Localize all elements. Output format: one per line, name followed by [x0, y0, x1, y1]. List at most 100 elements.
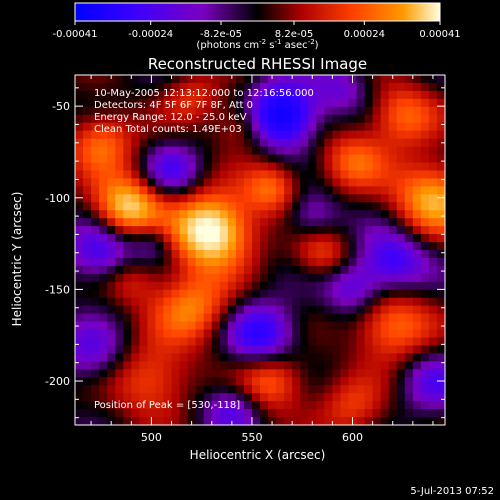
heatmap-cell: [268, 130, 277, 140]
heatmap-cell: [147, 353, 157, 362]
heatmap-cell: [284, 226, 293, 235]
heatmap-cell: [235, 313, 245, 323]
heatmap-cell: [292, 138, 301, 148]
heatmap-cell: [131, 114, 140, 124]
heatmap-cell: [372, 281, 382, 291]
heatmap-cell: [388, 106, 398, 116]
heatmap-cell: [163, 138, 173, 148]
heatmap-cell: [388, 170, 398, 179]
heatmap-cell: [380, 353, 390, 362]
heatmap-cell: [292, 313, 301, 323]
heatmap-cell: [139, 122, 148, 132]
heatmap-cell: [211, 289, 221, 299]
heatmap-cell: [324, 377, 333, 386]
heatmap-cell: [155, 162, 165, 172]
annotation-detectors: Detectors: 4F 5F 6F 7F 8F, Att 0: [94, 100, 253, 111]
heatmap-cell: [388, 194, 398, 203]
heatmap-cell: [348, 305, 358, 315]
heatmap-cell: [348, 162, 358, 172]
heatmap-cell: [203, 417, 213, 425]
heatmap-cell: [107, 281, 116, 291]
heatmap-cell: [235, 345, 245, 354]
heatmap-cell: [260, 401, 269, 410]
heatmap-cell: [99, 401, 108, 410]
heatmap-cell: [211, 385, 221, 394]
heatmap-cell: [115, 226, 124, 235]
heatmap-cell: [131, 385, 140, 394]
heatmap-cell: [388, 154, 398, 164]
heatmap-cell: [179, 98, 189, 108]
heatmap-cell: [300, 305, 309, 315]
heatmap-cell: [260, 162, 269, 172]
heatmap-cell: [412, 401, 422, 410]
heatmap-cell: [316, 106, 325, 116]
heatmap-cell: [155, 337, 165, 347]
heatmap-cell: [131, 345, 140, 354]
heatmap-cell: [420, 409, 430, 418]
heatmap-cell: [83, 305, 92, 315]
heatmap-cell: [340, 250, 350, 259]
heatmap-cell: [300, 297, 309, 307]
heatmap-cell: [388, 305, 398, 315]
heatmap-cell: [251, 250, 261, 259]
heatmap-cell: [428, 218, 438, 227]
heatmap-cell: [227, 98, 237, 108]
heatmap-cell: [420, 130, 430, 140]
heatmap-cell: [388, 369, 398, 378]
heatmap-cell: [187, 242, 197, 251]
heatmap-cell: [292, 154, 301, 164]
heatmap-cell: [99, 90, 108, 100]
heatmap-cell: [99, 393, 108, 402]
heatmap-cell: [91, 250, 100, 259]
heatmap-cell: [91, 353, 100, 362]
heatmap-cell: [83, 226, 92, 235]
heatmap-cell: [348, 82, 358, 92]
heatmap-cell: [211, 186, 221, 195]
heatmap-cell: [404, 170, 414, 179]
heatmap-cell: [428, 90, 438, 100]
heatmap-cell: [235, 75, 245, 84]
heatmap-cell: [235, 154, 245, 164]
heatmap-cell: [179, 242, 189, 251]
heatmap-cell: [396, 114, 406, 124]
heatmap-cell: [324, 305, 333, 315]
heatmap-cell: [219, 337, 229, 347]
heatmap-cell: [179, 218, 189, 227]
heatmap-cell: [436, 409, 445, 418]
heatmap-cell: [404, 345, 414, 354]
heatmap-cell: [404, 90, 414, 100]
heatmap-cell: [284, 281, 293, 291]
heatmap-cell: [356, 297, 366, 307]
heatmap-cell: [163, 353, 173, 362]
heatmap-cell: [99, 417, 108, 425]
heatmap-cell: [219, 170, 229, 179]
heatmap-cell: [91, 146, 100, 156]
heatmap-cell: [436, 401, 445, 410]
heatmap-cell: [139, 218, 148, 227]
heatmap-cell: [107, 226, 116, 235]
heatmap-cell: [155, 321, 165, 331]
heatmap-cell: [203, 401, 213, 410]
heatmap-cell: [268, 265, 277, 275]
heatmap-cell: [147, 265, 157, 275]
heatmap-cell: [340, 417, 350, 425]
heatmap-cell: [332, 106, 342, 116]
heatmap-cell: [436, 369, 445, 378]
heatmap-cell: [380, 226, 390, 235]
heatmap-cell: [380, 257, 390, 267]
heatmap-cell: [211, 218, 221, 227]
heatmap-cell: [396, 361, 406, 370]
heatmap-cell: [340, 321, 350, 331]
heatmap-cell: [348, 122, 358, 132]
heatmap-cell: [155, 90, 165, 100]
heatmap-cell: [324, 361, 333, 370]
heatmap-cell: [420, 417, 430, 425]
heatmap-cell: [428, 194, 438, 203]
heatmap-cell: [412, 417, 422, 425]
heatmap-cell: [340, 337, 350, 347]
heatmap-cell: [300, 329, 309, 339]
heatmap-cell: [340, 106, 350, 116]
heatmap-cell: [179, 393, 189, 402]
heatmap-cell: [284, 313, 293, 323]
